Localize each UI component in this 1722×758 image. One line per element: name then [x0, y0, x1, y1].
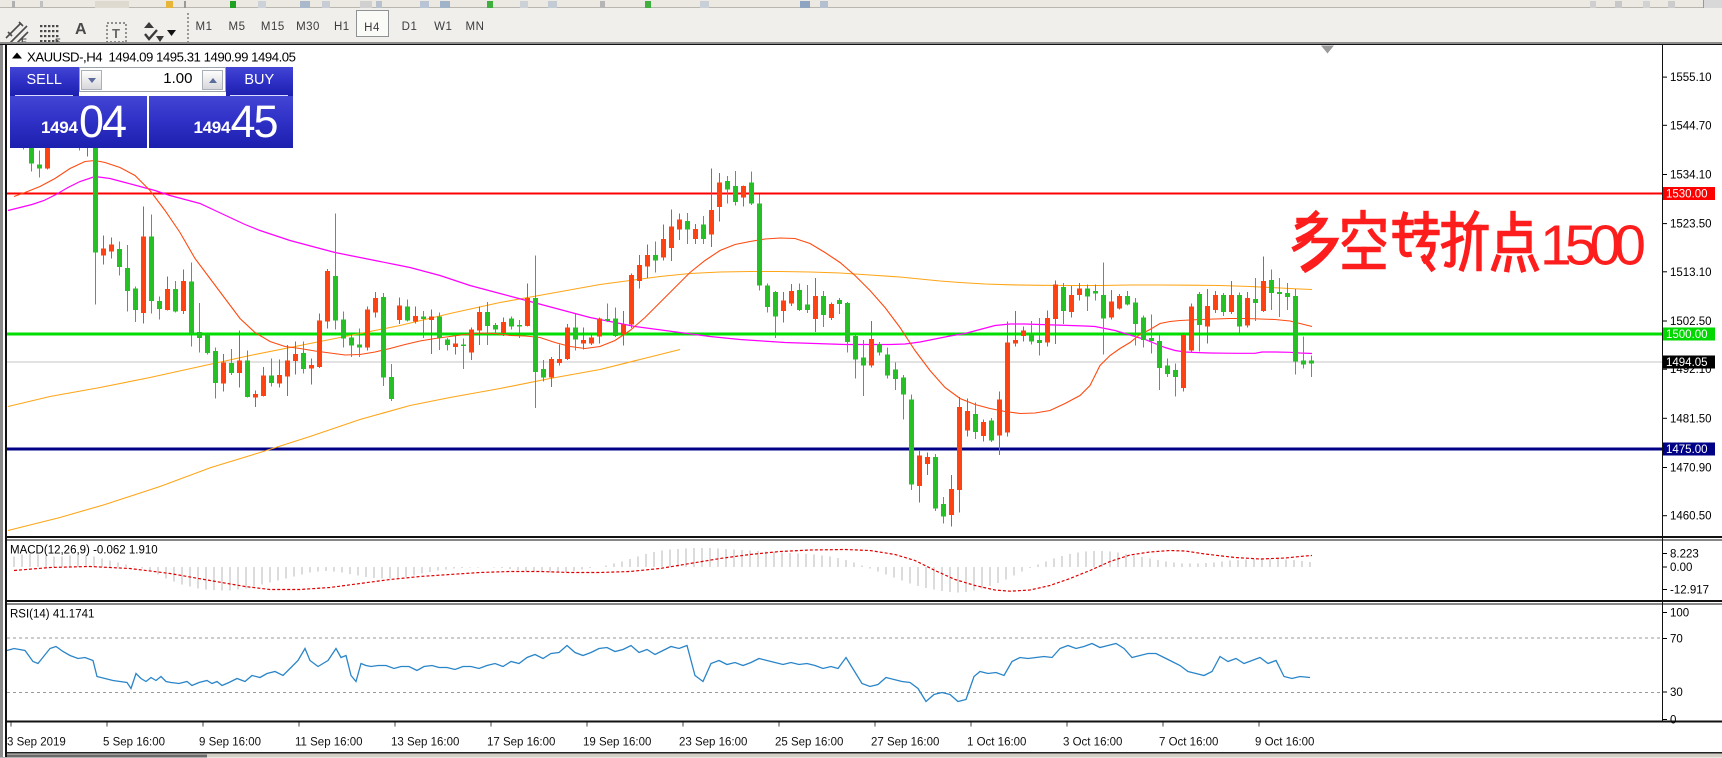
svg-text:1523.50: 1523.50 — [1670, 218, 1712, 230]
svg-text:0.00: 0.00 — [1670, 562, 1692, 574]
svg-text:T: T — [112, 26, 120, 41]
svg-text:3 Sep 2019: 3 Sep 2019 — [7, 736, 66, 748]
svg-text:23 Sep 16:00: 23 Sep 16:00 — [679, 736, 747, 748]
svg-text:27 Sep 16:00: 27 Sep 16:00 — [871, 736, 939, 748]
svg-text:8.223: 8.223 — [1670, 548, 1699, 560]
svg-text:9 Oct 16:00: 9 Oct 16:00 — [1255, 736, 1314, 748]
svg-text:1 Oct 16:00: 1 Oct 16:00 — [967, 736, 1026, 748]
svg-text:1513.10: 1513.10 — [1670, 266, 1712, 278]
svg-text:MACD(12,26,9) -0.062 1.910: MACD(12,26,9) -0.062 1.910 — [10, 544, 158, 556]
svg-text:3 Oct 16:00: 3 Oct 16:00 — [1063, 736, 1122, 748]
svg-text:1500.00: 1500.00 — [1666, 329, 1708, 341]
svg-text:1534.10: 1534.10 — [1670, 169, 1712, 181]
svg-text:1530.00: 1530.00 — [1666, 188, 1708, 200]
svg-text:25 Sep 16:00: 25 Sep 16:00 — [775, 736, 843, 748]
svg-text:19 Sep 16:00: 19 Sep 16:00 — [583, 736, 651, 748]
svg-text:1481.50: 1481.50 — [1670, 413, 1712, 425]
svg-text:1475.00: 1475.00 — [1666, 444, 1708, 456]
svg-text:1555.10: 1555.10 — [1670, 72, 1712, 84]
svg-text:1460.50: 1460.50 — [1670, 510, 1712, 522]
svg-text:F: F — [55, 37, 61, 46]
svg-text:11 Sep 16:00: 11 Sep 16:00 — [295, 736, 363, 748]
svg-text:1502.50: 1502.50 — [1670, 316, 1712, 328]
svg-text:0: 0 — [1670, 714, 1676, 726]
svg-text:1544.70: 1544.70 — [1670, 120, 1712, 132]
svg-text:70: 70 — [1670, 633, 1683, 645]
svg-text:5 Sep 16:00: 5 Sep 16:00 — [103, 736, 165, 748]
svg-text:9 Sep 16:00: 9 Sep 16:00 — [199, 736, 261, 748]
svg-text:E: E — [21, 37, 27, 46]
svg-text:1470.90: 1470.90 — [1670, 462, 1712, 474]
svg-text:13 Sep 16:00: 13 Sep 16:00 — [391, 736, 459, 748]
svg-text:XAUUSD-,H4 1494.09 1495.31 14: XAUUSD-,H4 1494.09 1495.31 1490.99 1494.… — [27, 49, 296, 64]
svg-text:1500: 1500 — [1540, 213, 1646, 277]
svg-text:100: 100 — [1670, 607, 1689, 619]
svg-text:RSI(14) 41.1741: RSI(14) 41.1741 — [10, 608, 94, 620]
svg-text:17 Sep 16:00: 17 Sep 16:00 — [487, 736, 555, 748]
svg-text:30: 30 — [1670, 687, 1683, 699]
svg-text:7 Oct 16:00: 7 Oct 16:00 — [1159, 736, 1218, 748]
svg-text:1494.05: 1494.05 — [1666, 357, 1708, 369]
svg-text:-12.917: -12.917 — [1670, 584, 1709, 596]
